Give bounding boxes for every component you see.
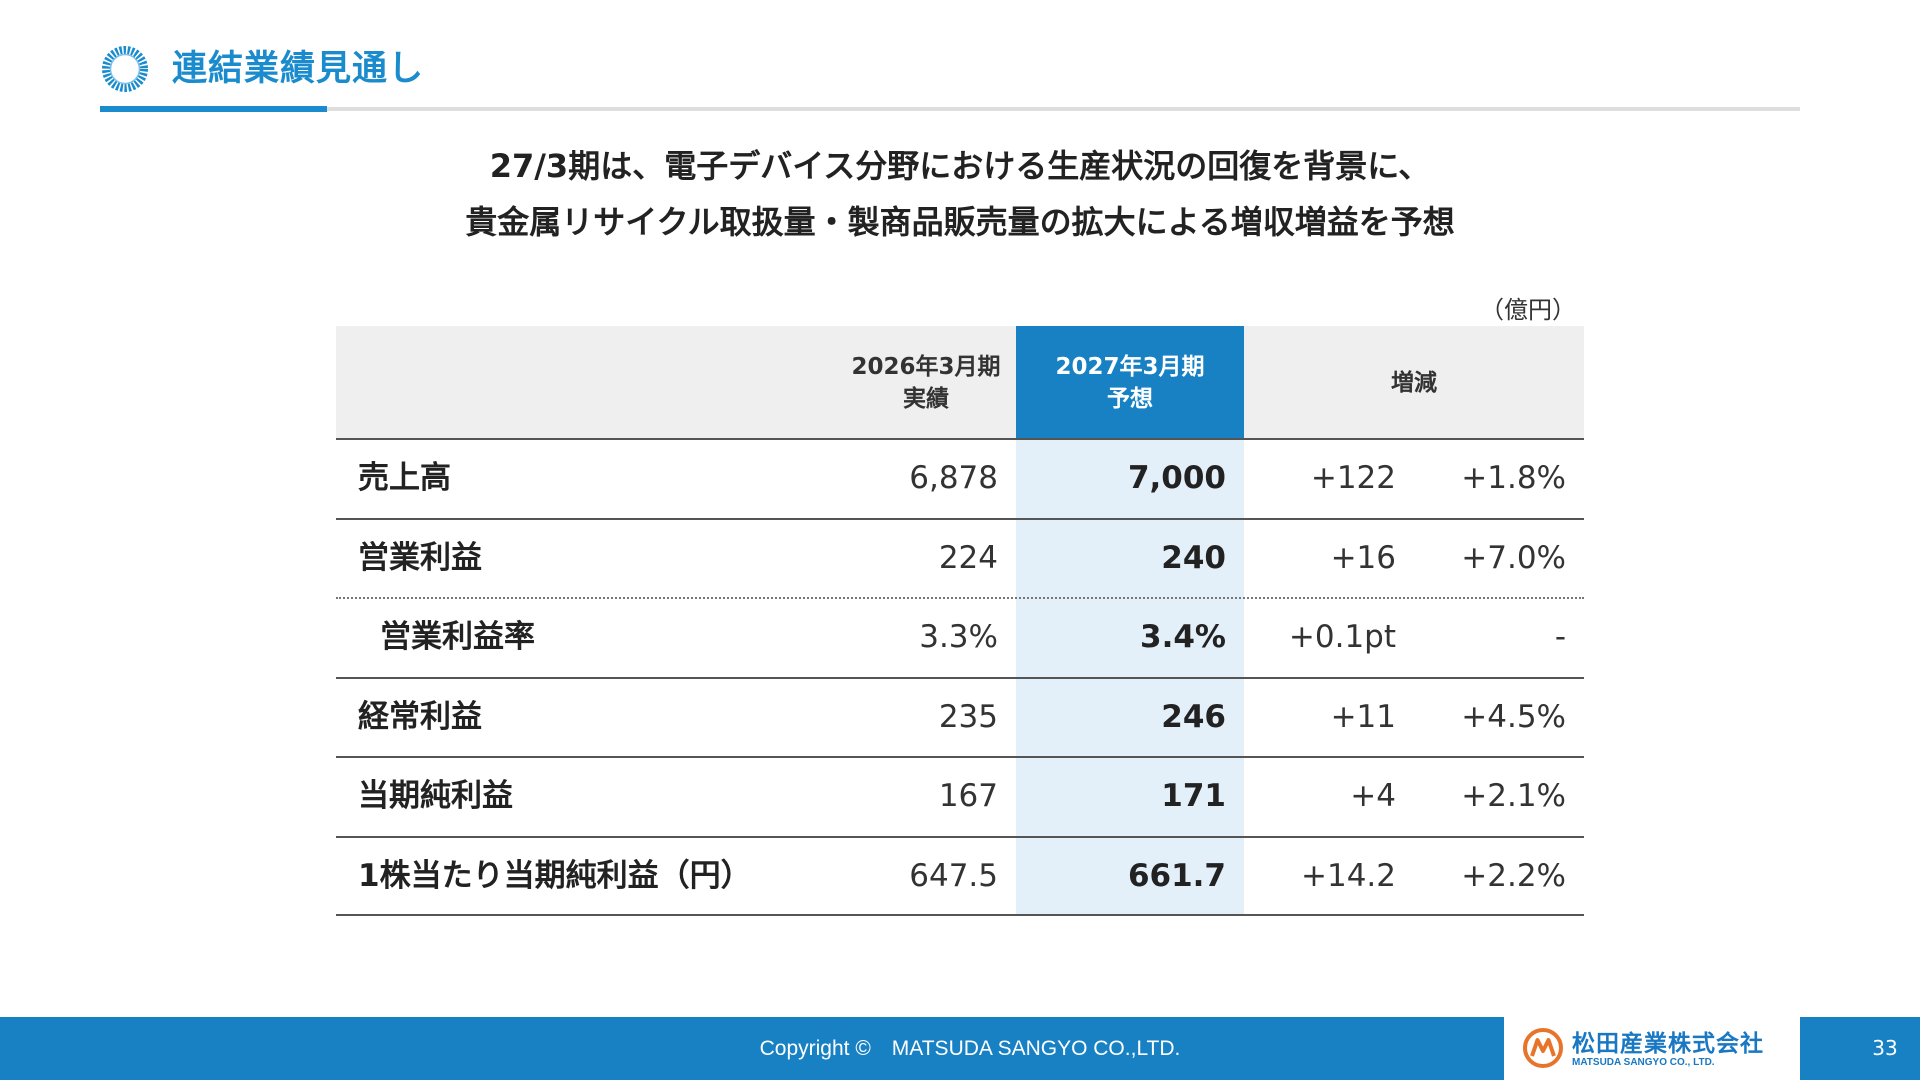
- table-row: 営業利益 224 240 +16 +7.0%: [336, 519, 1584, 598]
- row-change-amount: +0.1pt: [1288, 619, 1396, 655]
- row-forecast-value: 661.7: [1127, 858, 1226, 894]
- row-divider-dotted: [336, 597, 1584, 599]
- table-header-row: [336, 326, 1584, 439]
- row-prev-value: 3.3%: [919, 619, 998, 655]
- column-header-curr: 2027年3月期 予想: [1016, 326, 1244, 439]
- row-forecast-value: 246: [1161, 699, 1226, 735]
- table-bottom-border: [336, 914, 1584, 916]
- row-divider: [336, 756, 1584, 758]
- row-label: 1株当たり当期純利益（円）: [358, 858, 752, 894]
- row-change-amount: +16: [1330, 540, 1396, 576]
- table-row: 1株当たり当期純利益（円） 647.5 661.7 +14.2 +2.2%: [336, 837, 1584, 916]
- row-prev-value: 235: [938, 699, 998, 735]
- row-forecast-value: 3.4%: [1140, 619, 1226, 655]
- company-logo-icon: [1523, 1028, 1563, 1068]
- row-divider: [336, 518, 1584, 520]
- row-change-percent: +7.0%: [1461, 540, 1566, 576]
- row-divider: [336, 438, 1584, 440]
- title-underline-accent: [100, 106, 327, 112]
- column-header-curr-type: 予想: [1107, 385, 1153, 412]
- row-change-amount: +4: [1350, 778, 1396, 814]
- page-number: 33: [1872, 1036, 1898, 1060]
- table-row: 売上高 6,878 7,000 +122 +1.8%: [336, 439, 1584, 518]
- ring-icon: [102, 46, 148, 92]
- row-prev-value: 224: [938, 540, 998, 576]
- row-divider: [336, 677, 1584, 679]
- row-change-percent: +4.5%: [1461, 699, 1566, 735]
- company-name-jp: 松田産業株式会社: [1572, 1031, 1764, 1057]
- headline-line-2: 貴金属リサイクル取扱量・製商品販売量の拡大による増収増益を予想: [465, 203, 1455, 241]
- copyright-text: Copyright © MATSUDA SANGYO CO.,LTD.: [759, 1037, 1181, 1060]
- row-change-percent: +2.2%: [1461, 858, 1566, 894]
- column-header-prev: 2026年3月期 実績: [836, 326, 1016, 439]
- column-header-prev-period: 2026年3月期: [851, 353, 1001, 380]
- company-logo: 松田産業株式会社 MATSUDA SANGYO CO., LTD.: [1504, 1017, 1800, 1080]
- headline-line-1: 27/3期は、電子デバイス分野における生産状況の回復を背景に、: [489, 147, 1431, 185]
- row-prev-value: 6,878: [909, 460, 998, 496]
- unit-label: （億円）: [1480, 296, 1576, 324]
- row-forecast-value: 171: [1161, 778, 1226, 814]
- row-change-percent: +1.8%: [1461, 460, 1566, 496]
- row-change-amount: +11: [1330, 699, 1396, 735]
- table-row: 経常利益 235 246 +11 +4.5%: [336, 678, 1584, 757]
- column-header-curr-period: 2027年3月期: [1055, 353, 1205, 380]
- title-underline: [100, 107, 1800, 111]
- row-label: 営業利益率: [380, 619, 535, 655]
- row-label: 経常利益: [358, 699, 482, 735]
- row-prev-value: 167: [938, 778, 998, 814]
- column-header-prev-type: 実績: [903, 385, 949, 412]
- row-change-amount: +122: [1310, 460, 1396, 496]
- headline: 27/3期は、電子デバイス分野における生産状況の回復を背景に、 貴金属リサイクル…: [0, 138, 1920, 250]
- row-label: 売上高: [358, 460, 451, 496]
- page-title: 連結業績見通し: [172, 49, 425, 89]
- table-row: 営業利益率 3.3% 3.4% +0.1pt -: [336, 598, 1584, 677]
- row-change-percent: -: [1554, 619, 1566, 655]
- company-name-en: MATSUDA SANGYO CO., LTD.: [1572, 1057, 1715, 1068]
- row-change-percent: +2.1%: [1461, 778, 1566, 814]
- forecast-column-header-bg: [1016, 326, 1244, 439]
- row-forecast-value: 7,000: [1127, 460, 1226, 496]
- table-row: 当期純利益 167 171 +4 +2.1%: [336, 757, 1584, 836]
- row-divider: [336, 836, 1584, 838]
- row-change-amount: +14.2: [1301, 858, 1396, 894]
- row-label: 営業利益: [358, 540, 482, 576]
- footer-bar: Copyright © MATSUDA SANGYO CO.,LTD. 松田産業…: [0, 1017, 1920, 1080]
- forecast-table: 2026年3月期 実績 2027年3月期 予想 増減 売上高 6,878 7,0…: [336, 326, 1584, 916]
- column-header-change: 増減: [1391, 369, 1437, 396]
- row-forecast-value: 240: [1161, 540, 1226, 576]
- row-prev-value: 647.5: [909, 858, 998, 894]
- row-label: 当期純利益: [358, 778, 513, 814]
